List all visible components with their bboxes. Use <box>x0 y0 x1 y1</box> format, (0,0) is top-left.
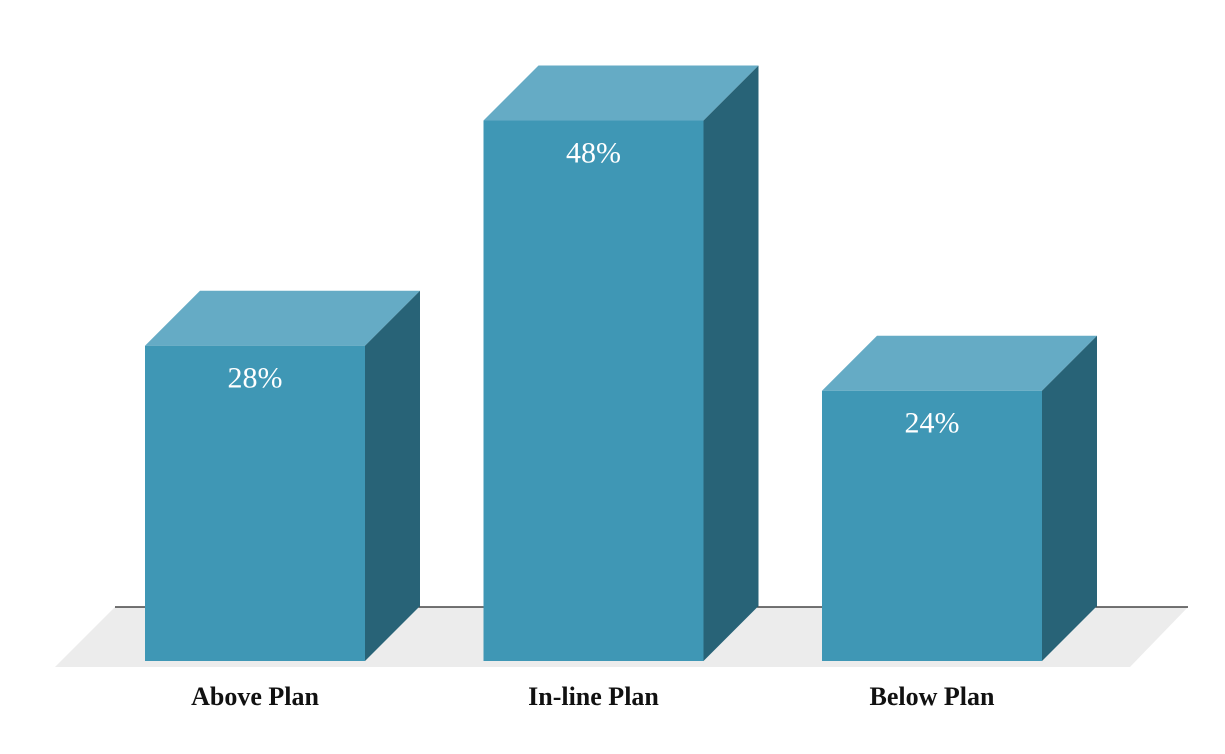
x-tick-label: Below Plan <box>870 682 995 711</box>
value-label: 24% <box>905 407 960 440</box>
bar-front <box>483 120 704 661</box>
value-label: 28% <box>228 362 283 395</box>
bar <box>145 290 420 661</box>
bar-top <box>145 290 420 346</box>
bar-side <box>1042 335 1097 661</box>
bar-top <box>483 65 759 121</box>
bar-side <box>365 290 420 661</box>
x-tick-label: In-line Plan <box>528 682 659 711</box>
bar-top <box>822 335 1097 391</box>
bar-side <box>703 65 759 661</box>
bar <box>822 335 1097 661</box>
bar-front <box>145 345 365 661</box>
bar <box>483 65 759 661</box>
bar-front <box>822 390 1042 661</box>
x-tick-label: Above Plan <box>191 682 319 711</box>
value-label: 48% <box>566 136 621 169</box>
